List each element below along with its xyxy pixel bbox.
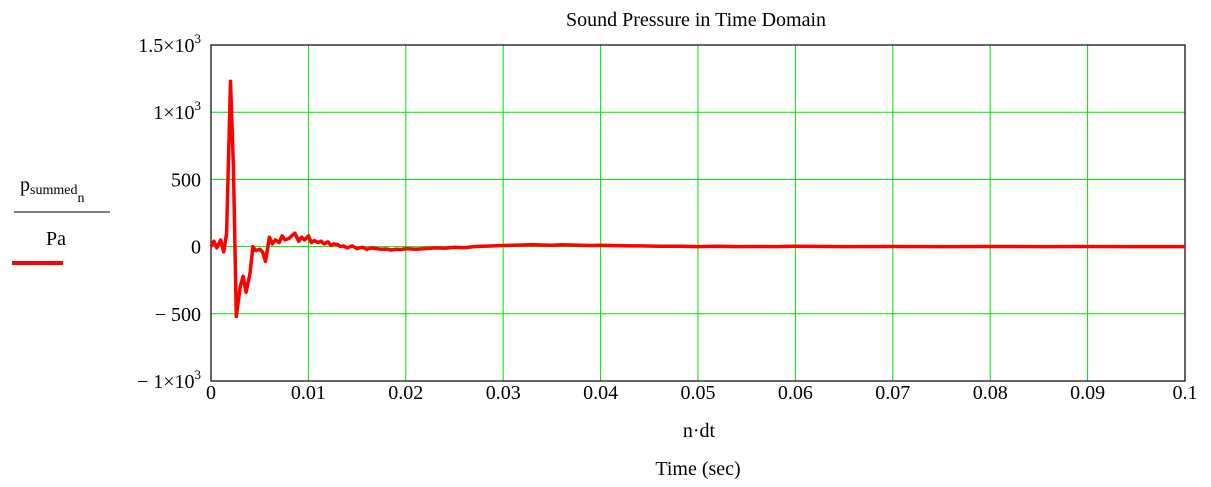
chart-title: Sound Pressure in Time Domain: [566, 9, 826, 31]
y-tick-label: − 500: [155, 304, 201, 326]
y-tick-label: 500: [171, 169, 201, 191]
x-axis-label: Time (sec): [655, 458, 740, 480]
x-tick-label: 0.03: [486, 382, 521, 404]
x-tick-label: 0: [206, 382, 216, 404]
y-tick-label: 0: [191, 237, 201, 259]
y-tick-label: − 1×103: [137, 367, 201, 393]
x-tick-label: 0.04: [583, 382, 618, 404]
y-tick-label: 1×103: [153, 98, 201, 124]
series-line: [209, 79, 1185, 319]
y-axis-label: psummedn Pa: [12, 174, 110, 265]
y-label-main: p: [20, 174, 30, 196]
y-label-unit: Pa: [46, 228, 66, 250]
x-tick-label: 0.1: [1173, 382, 1198, 404]
grid: [211, 45, 1185, 381]
x-tick-label: 0.05: [681, 382, 716, 404]
y-tick-label: 1.5×103: [138, 31, 201, 57]
y-tick-labels: − 1×103 − 500 0 500 1×103 1.5×103: [137, 31, 201, 393]
x-tick-label: 0.06: [778, 382, 813, 404]
y-label-sub: summed: [30, 183, 77, 198]
x-axis-expression: n·dt: [683, 420, 716, 442]
svg-text:psummedn: psummedn: [20, 174, 84, 206]
series-group: [209, 79, 1185, 319]
x-tick-label: 0.01: [291, 382, 326, 404]
x-tick-labels: 0 0.01 0.02 0.03 0.04 0.05 0.06 0.07 0.08 0.09 0.1: [206, 382, 1198, 404]
x-tick-label: 0.07: [875, 382, 910, 404]
x-tick-label: 0.09: [1070, 382, 1105, 404]
x-tick-label: 0.08: [973, 382, 1008, 404]
x-tick-label: 0.02: [388, 382, 423, 404]
plot-frame: [210, 44, 1186, 382]
y-label-subsub: n: [77, 191, 84, 206]
